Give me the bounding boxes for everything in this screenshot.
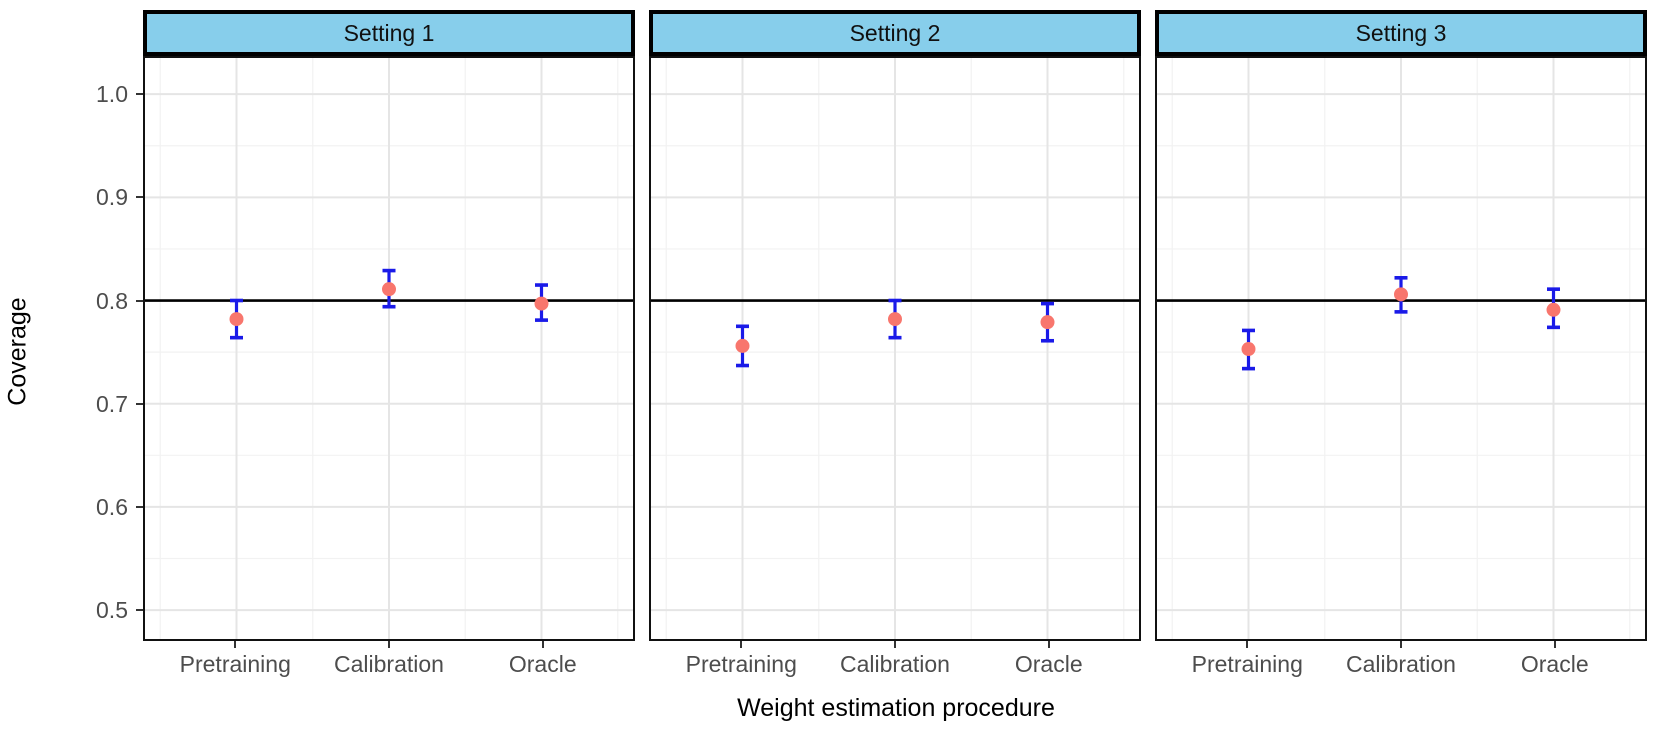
y-tick-mark <box>136 505 143 508</box>
x-tick-mark <box>1246 641 1249 648</box>
x-tick-label: Pretraining <box>685 651 797 677</box>
x-label-row: Pretraining Calibration Oracle <box>649 651 1141 681</box>
data-point <box>534 296 549 311</box>
x-tick-label: Oracle <box>1014 651 1083 677</box>
y-tick-mark <box>136 402 143 405</box>
x-tick-label: Oracle <box>1520 651 1589 677</box>
y-axis-title: Coverage <box>3 297 32 406</box>
x-tick-label: Oracle <box>508 651 577 677</box>
x-tick-mark <box>1553 641 1556 648</box>
facet-strip: Setting 3 <box>1155 10 1647 56</box>
facet-setting-1: Setting 1 Pretraining Calibration Oracle <box>143 10 635 681</box>
data-point <box>1546 302 1561 317</box>
x-tick-row <box>1155 641 1647 649</box>
y-tick-mark <box>136 299 143 302</box>
facet-panels: Setting 1 Pretraining Calibration Oracle S… <box>143 10 1647 681</box>
x-tick-label: Calibration <box>334 651 444 677</box>
plot-panel <box>649 56 1141 641</box>
data-point <box>382 282 396 297</box>
facet-strip: Setting 1 <box>143 10 635 56</box>
data-point <box>1040 315 1055 330</box>
data-point <box>1241 342 1256 357</box>
y-tick-label: 0.6 <box>96 493 128 520</box>
x-tick-label: Calibration <box>1346 651 1456 677</box>
x-tick-mark <box>541 641 544 648</box>
x-tick-mark <box>1047 641 1050 648</box>
x-tick-row <box>649 641 1141 649</box>
data-point <box>735 338 750 353</box>
x-tick-mark <box>388 641 390 648</box>
x-axis-title: Weight estimation procedure <box>737 694 1055 722</box>
facet-setting-3: Setting 3 Pretraining Calibration Oracle <box>1155 10 1647 681</box>
y-tick-label: 0.9 <box>96 184 128 211</box>
x-tick-mark <box>894 641 896 648</box>
plot-panel <box>143 56 635 641</box>
x-tick-label: Pretraining <box>1191 651 1303 677</box>
y-tick-mark <box>136 609 143 612</box>
panel-canvas <box>1157 58 1645 639</box>
x-tick-mark <box>1400 641 1402 648</box>
facet-setting-2: Setting 2 Pretraining Calibration Oracle <box>649 10 1141 681</box>
x-tick-row <box>143 641 635 649</box>
data-point <box>1394 287 1408 302</box>
facet-strip: Setting 2 <box>649 10 1141 56</box>
y-tick-label: 1.0 <box>96 81 128 108</box>
panel-canvas <box>651 58 1139 639</box>
x-tick-label: Pretraining <box>179 651 291 677</box>
x-label-row: Pretraining Calibration Oracle <box>143 651 635 681</box>
plot-panel <box>1155 56 1647 641</box>
y-tick-mark <box>136 93 143 96</box>
x-label-row: Pretraining Calibration Oracle <box>1155 651 1647 681</box>
y-tick-label: 0.5 <box>96 597 128 624</box>
x-tick-mark <box>740 641 743 648</box>
y-tick-mark <box>136 196 143 199</box>
y-tick-label: 0.7 <box>96 390 128 417</box>
y-tick-label: 0.8 <box>96 287 128 314</box>
data-point <box>888 312 902 327</box>
x-tick-label: Calibration <box>840 651 950 677</box>
panel-canvas <box>145 58 633 639</box>
x-tick-mark <box>234 641 237 648</box>
data-point <box>229 312 244 327</box>
